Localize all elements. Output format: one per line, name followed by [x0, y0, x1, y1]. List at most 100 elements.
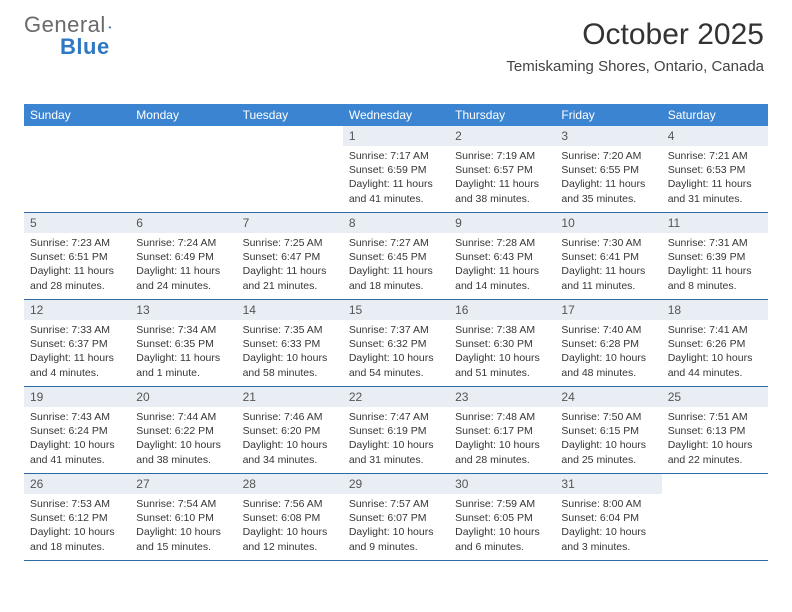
title-block: October 2025 Temiskaming Shores, Ontario… [506, 18, 764, 75]
day-cell: 3Sunrise: 7:20 AMSunset: 6:55 PMDaylight… [555, 126, 661, 212]
day-detail-line: Sunset: 6:20 PM [243, 424, 337, 438]
day-cell: 31Sunrise: 8:00 AMSunset: 6:04 PMDayligh… [555, 474, 661, 560]
day-detail-line: Sunset: 6:57 PM [455, 163, 549, 177]
weekday-header: Thursday [449, 108, 555, 122]
day-detail-line: Sunset: 6:22 PM [136, 424, 230, 438]
day-details: Sunrise: 7:41 AMSunset: 6:26 PMDaylight:… [668, 323, 762, 380]
day-details: Sunrise: 7:34 AMSunset: 6:35 PMDaylight:… [136, 323, 230, 380]
day-details: Sunrise: 7:59 AMSunset: 6:05 PMDaylight:… [455, 497, 549, 554]
day-number: 6 [130, 213, 236, 233]
day-cell: 21Sunrise: 7:46 AMSunset: 6:20 PMDayligh… [237, 387, 343, 473]
day-number: 10 [555, 213, 661, 233]
day-detail-line: Daylight: 11 hours and 41 minutes. [349, 177, 443, 205]
day-detail-line: Daylight: 10 hours and 48 minutes. [561, 351, 655, 379]
day-detail-line: Sunset: 6:59 PM [349, 163, 443, 177]
day-detail-line: Sunset: 6:37 PM [30, 337, 124, 351]
day-detail-line: Daylight: 10 hours and 44 minutes. [668, 351, 762, 379]
day-number: 18 [662, 300, 768, 320]
day-detail-line: Daylight: 11 hours and 14 minutes. [455, 264, 549, 292]
day-detail-line: Daylight: 10 hours and 3 minutes. [561, 525, 655, 553]
day-detail-line: Sunset: 6:19 PM [349, 424, 443, 438]
day-number: 2 [449, 126, 555, 146]
day-detail-line: Sunset: 6:47 PM [243, 250, 337, 264]
weekday-header: Wednesday [343, 108, 449, 122]
day-detail-line: Daylight: 10 hours and 25 minutes. [561, 438, 655, 466]
day-detail-line: Sunrise: 7:34 AM [136, 323, 230, 337]
day-detail-line: Daylight: 11 hours and 38 minutes. [455, 177, 549, 205]
day-detail-line: Daylight: 10 hours and 15 minutes. [136, 525, 230, 553]
day-cell: 4Sunrise: 7:21 AMSunset: 6:53 PMDaylight… [662, 126, 768, 212]
day-detail-line: Daylight: 10 hours and 18 minutes. [30, 525, 124, 553]
day-cell: 8Sunrise: 7:27 AMSunset: 6:45 PMDaylight… [343, 213, 449, 299]
day-detail-line: Sunset: 6:08 PM [243, 511, 337, 525]
day-detail-line: Sunrise: 7:57 AM [349, 497, 443, 511]
day-detail-line: Daylight: 10 hours and 54 minutes. [349, 351, 443, 379]
day-cell: 22Sunrise: 7:47 AMSunset: 6:19 PMDayligh… [343, 387, 449, 473]
day-cell: 23Sunrise: 7:48 AMSunset: 6:17 PMDayligh… [449, 387, 555, 473]
day-number: 11 [662, 213, 768, 233]
day-detail-line: Daylight: 11 hours and 18 minutes. [349, 264, 443, 292]
day-detail-line: Sunrise: 7:33 AM [30, 323, 124, 337]
day-detail-line: Sunset: 6:24 PM [30, 424, 124, 438]
day-number: 7 [237, 213, 343, 233]
day-detail-line: Sunrise: 7:48 AM [455, 410, 549, 424]
day-detail-line: Sunrise: 7:47 AM [349, 410, 443, 424]
day-detail-line: Sunset: 6:32 PM [349, 337, 443, 351]
month-title: October 2025 [506, 18, 764, 52]
day-detail-line: Sunrise: 7:56 AM [243, 497, 337, 511]
day-number: 19 [24, 387, 130, 407]
day-detail-line: Sunset: 6:10 PM [136, 511, 230, 525]
day-cell: 9Sunrise: 7:28 AMSunset: 6:43 PMDaylight… [449, 213, 555, 299]
day-number: 15 [343, 300, 449, 320]
day-cell: 28Sunrise: 7:56 AMSunset: 6:08 PMDayligh… [237, 474, 343, 560]
day-details: Sunrise: 7:54 AMSunset: 6:10 PMDaylight:… [136, 497, 230, 554]
location-subtitle: Temiskaming Shores, Ontario, Canada [506, 58, 764, 75]
day-number: 13 [130, 300, 236, 320]
day-details: Sunrise: 7:28 AMSunset: 6:43 PMDaylight:… [455, 236, 549, 293]
day-detail-line: Sunrise: 7:27 AM [349, 236, 443, 250]
day-cell: 14Sunrise: 7:35 AMSunset: 6:33 PMDayligh… [237, 300, 343, 386]
day-detail-line: Sunrise: 8:00 AM [561, 497, 655, 511]
day-details: Sunrise: 7:46 AMSunset: 6:20 PMDaylight:… [243, 410, 337, 467]
day-number: 4 [662, 126, 768, 146]
day-details: Sunrise: 7:53 AMSunset: 6:12 PMDaylight:… [30, 497, 124, 554]
day-number: 12 [24, 300, 130, 320]
day-cell: 2 Sunrise: 7:19 AMSunset: 6:57 PMDaylight… [449, 126, 555, 212]
day-detail-line: Daylight: 11 hours and 8 minutes. [668, 264, 762, 292]
day-cell: 20Sunrise: 7:44 AMSunset: 6:22 PMDayligh… [130, 387, 236, 473]
weeks-container: 1Sunrise: 7:17 AMSunset: 6:59 PMDaylight… [24, 126, 768, 561]
day-detail-line: Sunset: 6:45 PM [349, 250, 443, 264]
day-detail-line: Sunrise: 7:19 AM [455, 149, 549, 163]
weekday-header: Tuesday [237, 108, 343, 122]
day-detail-line: Sunrise: 7:21 AM [668, 149, 762, 163]
day-detail-line: Daylight: 10 hours and 6 minutes. [455, 525, 549, 553]
day-cell: 18 Sunrise: 7:41 AMSunset: 6:26 PMDayligh… [662, 300, 768, 386]
day-details: Sunrise: 7:24 AMSunset: 6:49 PMDaylight:… [136, 236, 230, 293]
day-cell: 10Sunrise: 7:30 AMSunset: 6:41 PMDayligh… [555, 213, 661, 299]
day-detail-line: Sunrise: 7:30 AM [561, 236, 655, 250]
week-row: 12 Sunrise: 7:33 AMSunset: 6:37 PM Dayligh… [24, 300, 768, 387]
day-details: Sunrise: 7:44 AMSunset: 6:22 PMDaylight:… [136, 410, 230, 467]
day-details: Sunrise: 8:00 AMSunset: 6:04 PMDaylight:… [561, 497, 655, 554]
day-detail-line: Daylight: 10 hours and 31 minutes. [349, 438, 443, 466]
day-cell: 24Sunrise: 7:50 AMSunset: 6:15 PMDayligh… [555, 387, 661, 473]
day-cell: 1Sunrise: 7:17 AMSunset: 6:59 PMDaylight… [343, 126, 449, 212]
day-number: 28 [237, 474, 343, 494]
day-detail-line: Sunrise: 7:20 AM [561, 149, 655, 163]
day-detail-line: Daylight: 10 hours and 34 minutes. [243, 438, 337, 466]
day-cell: 5Sunrise: 7:23 AMSunset: 6:51 PMDaylight… [24, 213, 130, 299]
day-number: 24 [555, 387, 661, 407]
day-cell: 27Sunrise: 7:54 AMSunset: 6:10 PMDayligh… [130, 474, 236, 560]
day-detail-line: Sunset: 6:05 PM [455, 511, 549, 525]
day-detail-line: Sunset: 6:53 PM [668, 163, 762, 177]
day-detail-line: Sunset: 6:04 PM [561, 511, 655, 525]
day-detail-line: Sunset: 6:39 PM [668, 250, 762, 264]
day-detail-line: Sunset: 6:43 PM [455, 250, 549, 264]
day-details: Sunrise: 7:57 AMSunset: 6:07 PMDaylight:… [349, 497, 443, 554]
day-detail-line: Sunrise: 7:25 AM [243, 236, 337, 250]
day-detail-line: Sunrise: 7:50 AM [561, 410, 655, 424]
day-detail-line: Sunrise: 7:43 AM [30, 410, 124, 424]
day-details: Sunrise: 7:17 AMSunset: 6:59 PMDaylight:… [349, 149, 443, 206]
week-row: 5Sunrise: 7:23 AMSunset: 6:51 PMDaylight… [24, 213, 768, 300]
day-cell: 11Sunrise: 7:31 AMSunset: 6:39 PMDayligh… [662, 213, 768, 299]
